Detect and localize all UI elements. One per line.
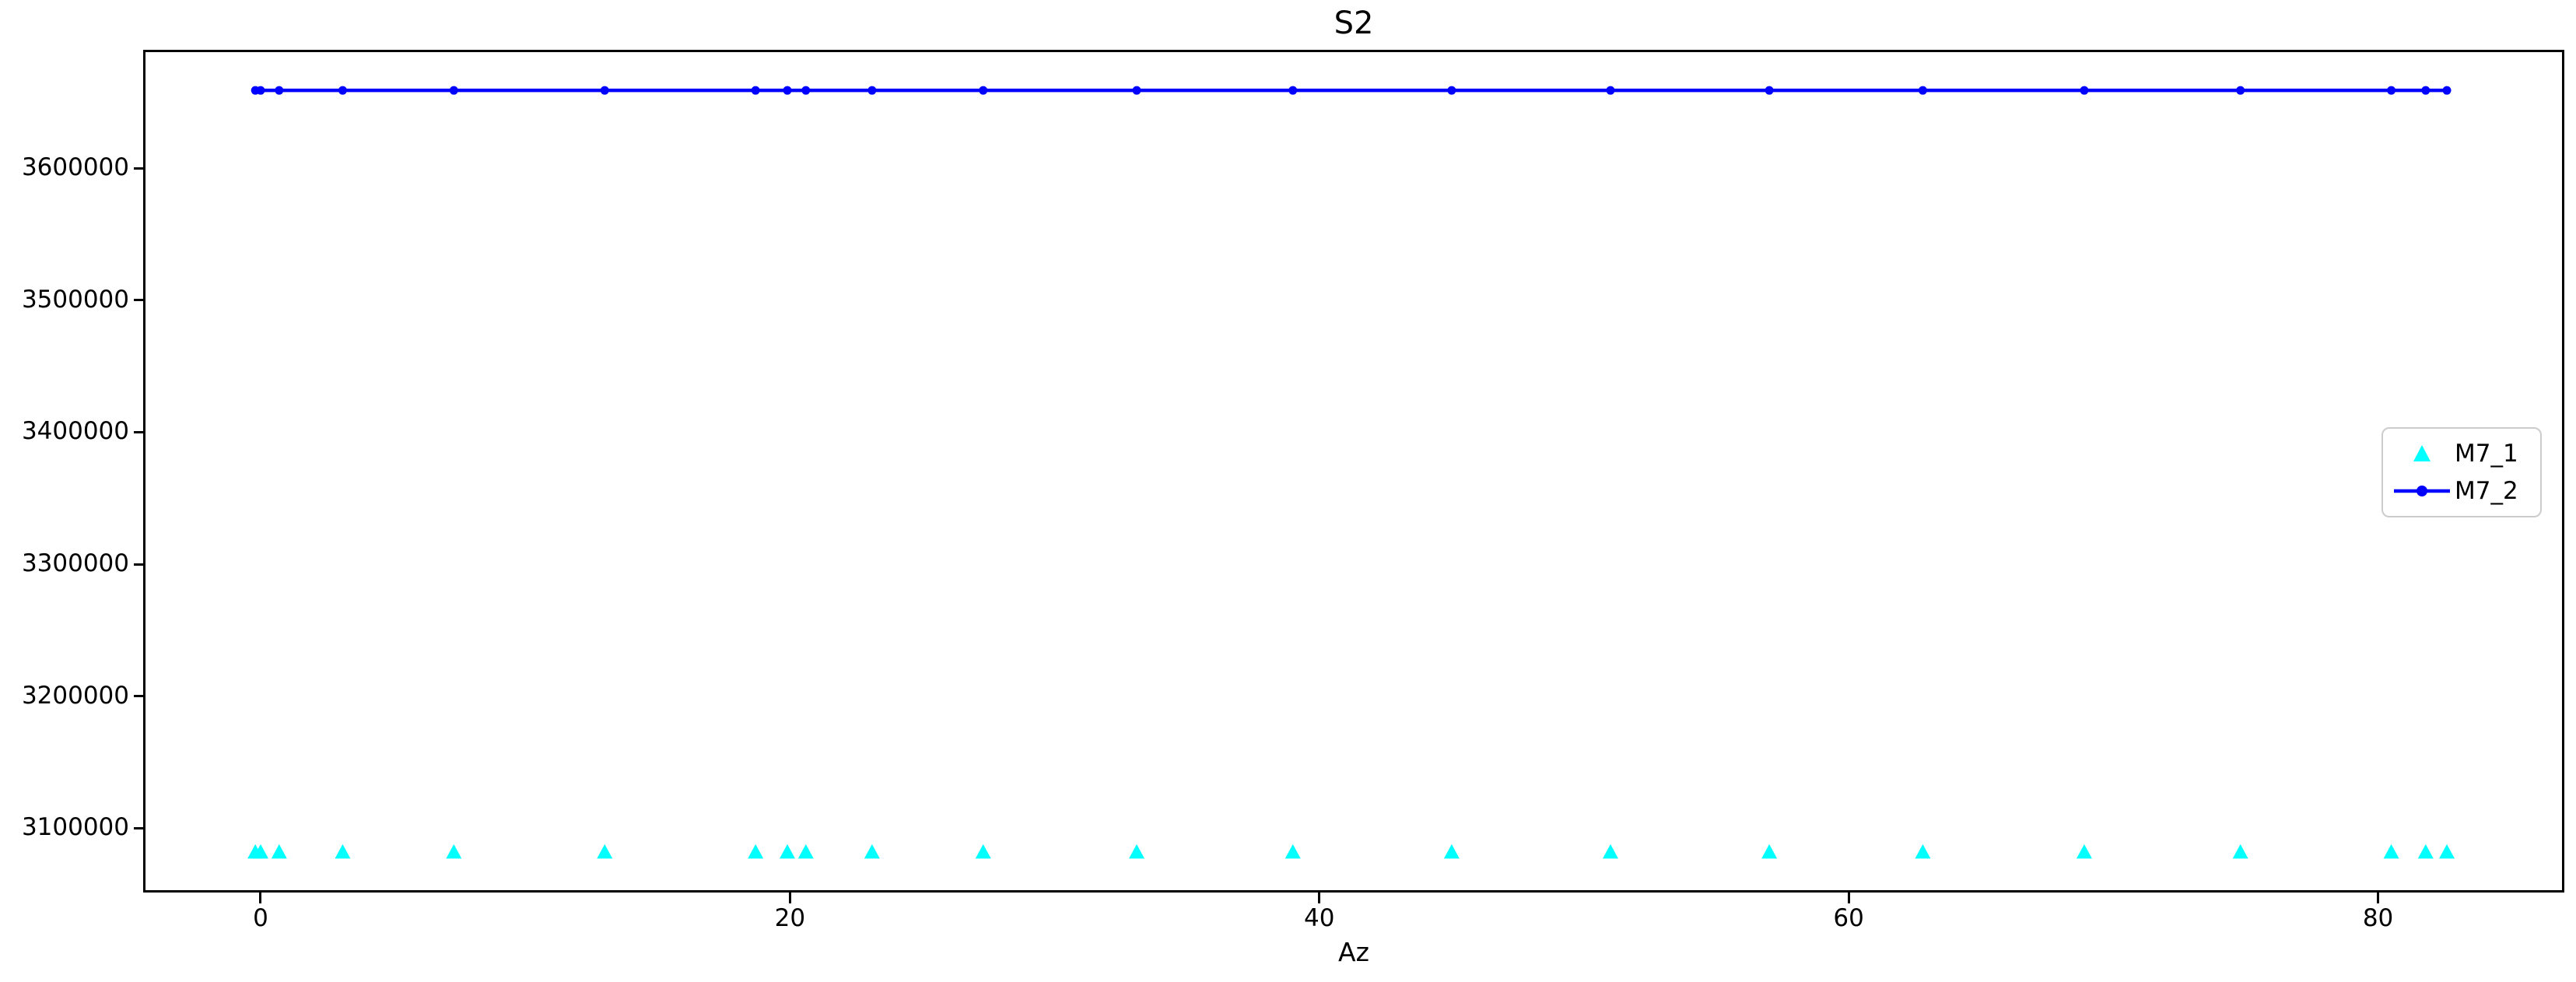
x-axis-tick xyxy=(259,893,262,903)
triangle-marker-icon xyxy=(1915,843,1931,859)
triangle-marker-icon xyxy=(271,843,287,859)
triangle-marker-icon xyxy=(597,843,613,859)
circle-marker-icon xyxy=(1606,86,1615,95)
legend-label: M7_2 xyxy=(2455,477,2518,505)
x-axis-tick-label: 60 xyxy=(1833,904,1864,932)
triangle-marker-icon xyxy=(748,843,764,859)
plot-canvas xyxy=(247,86,2455,859)
circle-marker-icon xyxy=(1765,86,1774,95)
y-axis-tick xyxy=(134,563,145,566)
triangle-marker-icon xyxy=(1284,843,1301,859)
chart-title: S2 xyxy=(1334,5,1374,41)
circle-marker-icon xyxy=(1918,86,1927,95)
circle-marker-icon xyxy=(2236,86,2245,95)
triangle-marker-icon xyxy=(2383,843,2399,859)
legend: M7_1 M7_2 xyxy=(2381,427,2542,517)
circle-marker-icon xyxy=(275,86,284,95)
x-axis-tick xyxy=(1318,893,1321,903)
triangle-marker-icon xyxy=(1602,843,1618,859)
y-axis-tick xyxy=(134,430,145,433)
x-axis-tick xyxy=(1847,893,1850,903)
circle-marker-icon xyxy=(2387,86,2396,95)
legend-label: M7_1 xyxy=(2455,440,2518,468)
triangle-marker-icon xyxy=(2076,843,2092,859)
x-axis-tick xyxy=(2377,893,2380,903)
plot-area xyxy=(143,50,2564,893)
x-axis-tick-label: 20 xyxy=(774,904,806,932)
circle-marker-icon xyxy=(783,86,792,95)
y-axis-tick xyxy=(134,695,145,698)
y-axis-tick-label: 3400000 xyxy=(21,417,129,446)
triangle-marker-icon xyxy=(1443,843,1460,859)
y-axis-tick-label: 3200000 xyxy=(21,681,129,710)
y-axis-tick-label: 3300000 xyxy=(21,549,129,578)
circle-marker-icon xyxy=(1447,86,1456,95)
circle-marker-icon xyxy=(867,86,877,95)
y-axis-tick xyxy=(134,167,145,170)
circle-marker-icon xyxy=(1288,86,1298,95)
triangle-marker-icon xyxy=(864,843,880,859)
x-axis-tick-label: 40 xyxy=(1304,904,1335,932)
triangle-marker-icon xyxy=(2232,843,2248,859)
circle-marker-icon xyxy=(1132,86,1141,95)
x-axis-tick-label: 0 xyxy=(253,904,268,932)
triangle-marker-icon xyxy=(446,843,462,859)
triangle-marker-icon xyxy=(2439,843,2455,859)
triangle-marker-icon xyxy=(1761,843,1778,859)
x-axis-tick xyxy=(788,893,791,903)
circle-marker-icon xyxy=(751,86,760,95)
y-axis-tick-label: 3500000 xyxy=(21,285,129,314)
circle-marker-icon xyxy=(2442,86,2452,95)
triangle-marker-icon xyxy=(252,843,268,859)
circle-marker-icon xyxy=(801,86,811,95)
y-axis-tick-label: 3100000 xyxy=(21,813,129,842)
triangle-marker-icon xyxy=(797,843,814,859)
triangle-marker-icon xyxy=(2389,440,2455,467)
circle-marker-icon xyxy=(2080,86,2089,95)
x-axis-label: Az xyxy=(1338,937,1369,967)
triangle-marker-icon xyxy=(975,843,991,859)
legend-item-m7_2: M7_2 xyxy=(2389,474,2534,508)
circle-marker-icon xyxy=(338,86,347,95)
y-axis-tick xyxy=(134,299,145,302)
circle-marker-icon xyxy=(256,86,265,95)
x-axis-tick-label: 80 xyxy=(2362,904,2394,932)
legend-item-m7_1: M7_1 xyxy=(2389,437,2534,471)
circle-marker-icon xyxy=(600,86,609,95)
y-axis-tick-label: 3600000 xyxy=(21,153,129,182)
triangle-marker-icon xyxy=(2417,843,2434,859)
triangle-marker-icon xyxy=(1129,843,1145,859)
circle-marker-icon xyxy=(449,86,458,95)
circle-marker-icon xyxy=(2421,86,2431,95)
circle-marker-icon xyxy=(979,86,988,95)
line-marker-icon xyxy=(2389,478,2455,504)
triangle-marker-icon xyxy=(779,843,795,859)
y-axis-tick xyxy=(134,826,145,829)
triangle-marker-icon xyxy=(335,843,351,859)
